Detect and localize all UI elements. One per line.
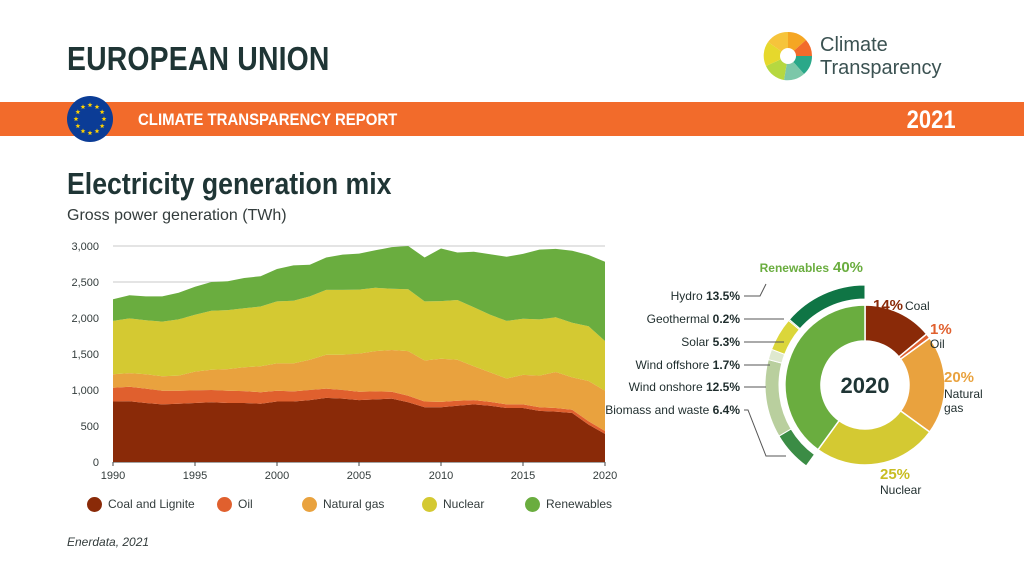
y-tick-label: 3,000 xyxy=(71,241,99,253)
renewables-total-pct: 40% xyxy=(833,259,863,276)
legend-label: Nuclear xyxy=(443,497,485,511)
eu-star xyxy=(87,130,93,136)
slice-name-gas-line1: Natural xyxy=(944,387,983,401)
logo-text-line2: Transparency xyxy=(820,57,942,79)
renewable-label-name: Wind onshore xyxy=(629,380,706,394)
leader-biomass xyxy=(744,409,786,457)
x-tick-label: 2010 xyxy=(429,470,453,481)
x-tick-label: 2000 xyxy=(265,470,289,481)
renewable-label-name: Geothermal xyxy=(647,312,713,326)
legend-swatch xyxy=(422,496,437,512)
eu-star xyxy=(80,128,86,134)
slice-name-oil: Oil xyxy=(930,337,945,351)
renewable-label: Hydro 13.5% xyxy=(671,289,741,303)
eu-star xyxy=(75,109,81,115)
renewable-label: Wind offshore 1.7% xyxy=(635,358,740,372)
y-tick-label: 1,500 xyxy=(71,349,99,361)
legend-swatch xyxy=(87,496,102,512)
x-tick-label: 1995 xyxy=(183,470,207,481)
eu-star xyxy=(94,104,100,109)
legend-label: Coal and Lignite xyxy=(108,497,195,511)
logo-text-line1: Climate xyxy=(820,34,888,56)
legend-item: Oil xyxy=(217,494,253,514)
eu-star xyxy=(73,116,79,122)
renewable-label-pct: 12.5% xyxy=(706,380,740,394)
renewable-label-pct: 1.7% xyxy=(713,358,741,372)
x-tick-label: 1990 xyxy=(101,470,125,481)
eu-star xyxy=(94,128,100,134)
slice-pct-coal: 14% xyxy=(873,297,903,314)
legend-swatch xyxy=(525,496,540,512)
renewable-label-pct: 13.5% xyxy=(706,289,740,303)
legend-item: Renewables xyxy=(525,494,612,514)
slice-name-nuclear: Nuclear xyxy=(880,483,921,497)
eu-flag-icon xyxy=(67,96,113,142)
legend-item: Nuclear xyxy=(422,494,484,514)
banner-year: 2021 xyxy=(907,106,956,134)
slice-pct-oil: 1% xyxy=(930,321,952,338)
legend-label: Oil xyxy=(238,497,253,511)
donut-hole xyxy=(822,342,908,428)
report-banner: CLIMATE TRANSPARENCY REPORT 2021 xyxy=(0,102,1024,136)
slice-name-coal: Coal xyxy=(905,299,930,313)
area-series-nuclear xyxy=(113,287,605,391)
chart-subtitle: Gross power generation (TWh) xyxy=(67,207,287,224)
eu-star xyxy=(80,104,86,109)
y-tick-label: 2,500 xyxy=(71,277,99,289)
area-chart: 0 500 1,000 1,500 2,000 2,500 3,000 1990 1995 20… xyxy=(71,241,617,481)
renewable-label-pct: 5.3% xyxy=(713,335,741,349)
slice-name-gas-line2: gas xyxy=(944,401,963,415)
y-tick-label: 1,000 xyxy=(71,385,99,397)
banner-label: CLIMATE TRANSPARENCY REPORT xyxy=(138,110,398,129)
slice-pct-gas: 20% xyxy=(944,369,974,386)
chart-title: Electricity generation mix xyxy=(67,166,392,201)
source-note: Enerdata, 2021 xyxy=(67,535,150,549)
eu-star xyxy=(87,102,93,108)
renewable-label-name: Hydro xyxy=(671,289,706,303)
slice-pct-nuclear: 25% xyxy=(880,466,910,483)
country-title: EUROPEAN UNION xyxy=(67,40,330,77)
legend-item: Natural gas xyxy=(302,494,384,514)
x-tick-label: 2020 xyxy=(593,470,617,481)
renewables-total-label: Renewables xyxy=(760,261,830,275)
renewable-label: Solar 5.3% xyxy=(681,335,740,349)
donut-center-label: 2020 xyxy=(841,373,890,398)
area-series-oil xyxy=(113,386,605,434)
renewables-ring-hydro xyxy=(788,284,866,330)
logo-icon xyxy=(763,31,813,81)
renewable-label-name: Wind offshore xyxy=(635,358,712,372)
legend-label: Natural gas xyxy=(323,497,385,511)
x-tick-label: 2005 xyxy=(347,470,371,481)
area-series-natural-gas xyxy=(113,350,605,431)
area-series-coal-and-lignite xyxy=(113,397,605,462)
renewable-label-pct: 0.2% xyxy=(713,312,741,326)
eu-star xyxy=(101,116,107,122)
renewable-label-name: Biomass and waste xyxy=(605,403,712,417)
renewable-label-name: Solar xyxy=(681,335,712,349)
y-tick-label: 2,000 xyxy=(71,313,99,325)
leader-hydro xyxy=(744,283,767,297)
eu-star xyxy=(75,123,81,129)
donut-slice-renewables xyxy=(784,304,866,451)
renewable-label: Wind onshore 12.5% xyxy=(629,380,741,394)
legend-item: Coal and Lignite xyxy=(87,494,195,514)
y-tick-label: 500 xyxy=(81,421,99,433)
legend-swatch xyxy=(217,496,232,512)
area-series-renewables xyxy=(113,246,605,341)
legend-swatch xyxy=(302,496,317,512)
y-tick-label: 0 xyxy=(93,457,99,469)
eu-star xyxy=(99,109,105,115)
eu-star xyxy=(99,123,105,129)
legend-label: Renewables xyxy=(546,497,613,511)
renewable-label: Geothermal 0.2% xyxy=(647,312,741,326)
renewable-label: Biomass and waste 6.4% xyxy=(605,403,740,417)
area-legend: Coal and Lignite Oil Natural gas Nuclear Ren… xyxy=(87,494,647,514)
renewable-label-pct: 6.4% xyxy=(713,403,741,417)
climate-transparency-logo: Climate Transparency xyxy=(760,28,970,84)
x-tick-label: 2015 xyxy=(511,470,535,481)
